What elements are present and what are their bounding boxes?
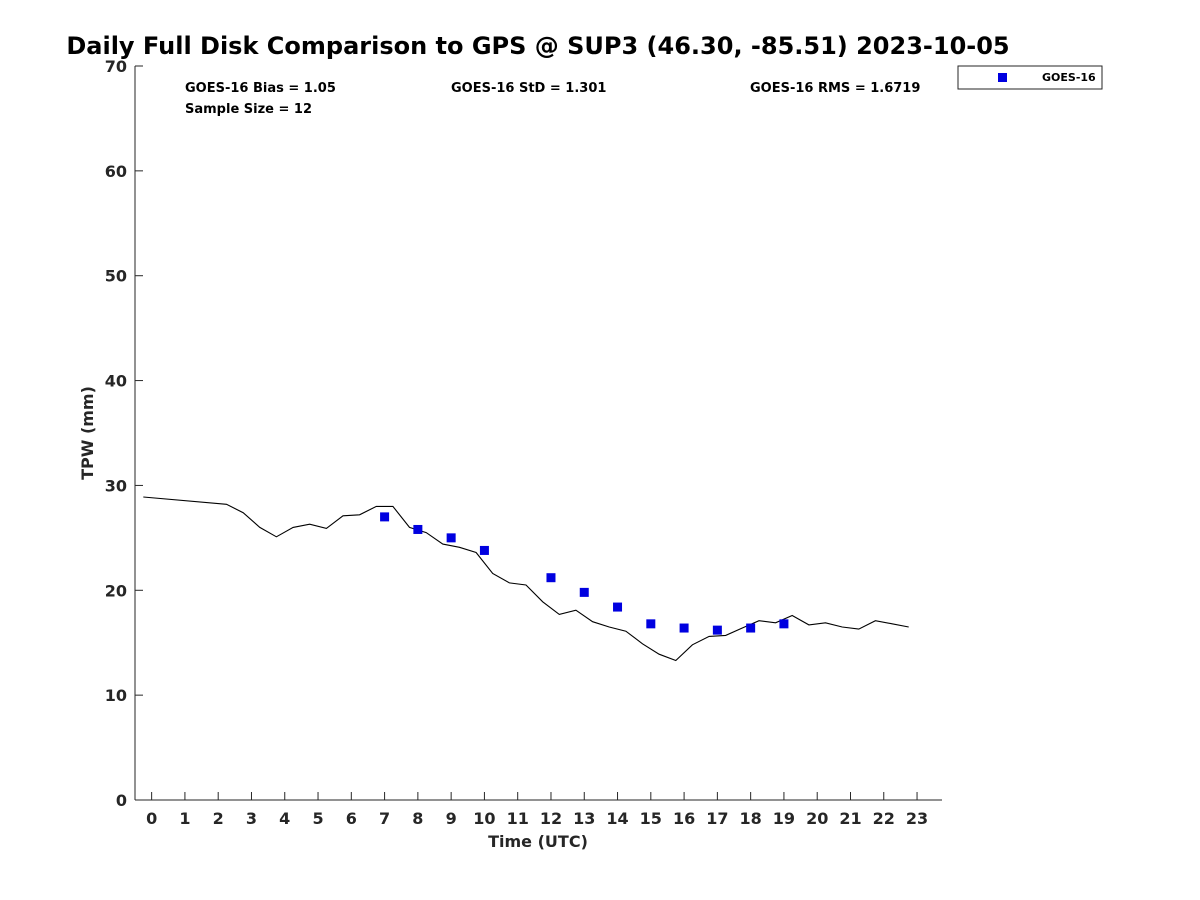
legend-label-goes-16: GOES-16 [1042,71,1096,84]
x-axis-label: Time (UTC) [488,832,588,851]
goes-16-point [746,623,756,633]
chart-title: Daily Full Disk Comparison to GPS @ SUP3… [66,32,1009,60]
x-ticks: 0 1 2 3 4 5 6 7 8 9 10 11 12 13 14 15 16 17 18 19 20 21 22 23 [146,792,928,828]
y-tick-label: 50 [105,267,127,286]
y-tick-label: 10 [105,686,127,705]
y-tick-label: 40 [105,372,127,391]
goes-16-point [380,512,390,522]
x-tick-label: 0 [146,809,157,828]
goes-16-point [779,619,789,629]
goes-16-point [546,573,556,583]
x-tick-label: 12 [540,809,562,828]
goes-16-point [613,602,623,612]
legend-marker-goes-16 [998,73,1007,82]
x-tick-label: 3 [246,809,257,828]
x-tick-label: 20 [806,809,828,828]
y-tick-label: 0 [116,791,127,810]
x-tick-label: 2 [213,809,224,828]
goes-16-point [446,533,456,543]
x-tick-label: 5 [312,809,323,828]
goes-16-point [679,623,689,633]
y-axis-label: TPW (mm) [78,386,97,480]
rms-stat: GOES-16 RMS = 1.6719 [750,81,920,96]
x-tick-label: 8 [412,809,423,828]
goes-16-point [413,524,423,534]
x-tick-label: 16 [673,809,695,828]
x-tick-label: 11 [507,809,529,828]
std-stat: GOES-16 StD = 1.301 [451,81,606,96]
bias-stat: GOES-16 Bias = 1.05 [185,81,336,96]
goes-16-point [646,619,656,629]
x-tick-label: 4 [279,809,290,828]
x-tick-label: 21 [839,809,861,828]
y-tick-label: 60 [105,162,127,181]
x-tick-label: 17 [706,809,728,828]
legend: GOES-16 [957,65,1103,90]
goes-16-point [712,625,722,635]
x-tick-label: 10 [473,809,495,828]
legend-box [957,65,1103,90]
y-ticks: 0 10 20 30 40 50 60 70 [105,57,143,810]
sample-size-stat: Sample Size = 12 [185,102,312,117]
goes-16-point [579,587,589,597]
x-tick-label: 15 [640,809,662,828]
x-tick-label: 1 [179,809,190,828]
y-tick-label: 20 [105,581,127,600]
gps-tpw-line [143,496,909,662]
y-tick-label: 70 [105,57,127,76]
plot-series [143,496,909,662]
x-tick-label: 23 [906,809,928,828]
y-tick-label: 30 [105,476,127,495]
x-tick-label: 6 [346,809,357,828]
goes-16-point [479,545,489,555]
x-tick-label: 18 [740,809,762,828]
axes [134,66,942,801]
x-tick-label: 14 [606,809,628,828]
x-tick-label: 7 [379,809,390,828]
x-tick-label: 13 [573,809,595,828]
x-tick-label: 22 [873,809,895,828]
x-tick-label: 19 [773,809,795,828]
x-tick-label: 9 [446,809,457,828]
